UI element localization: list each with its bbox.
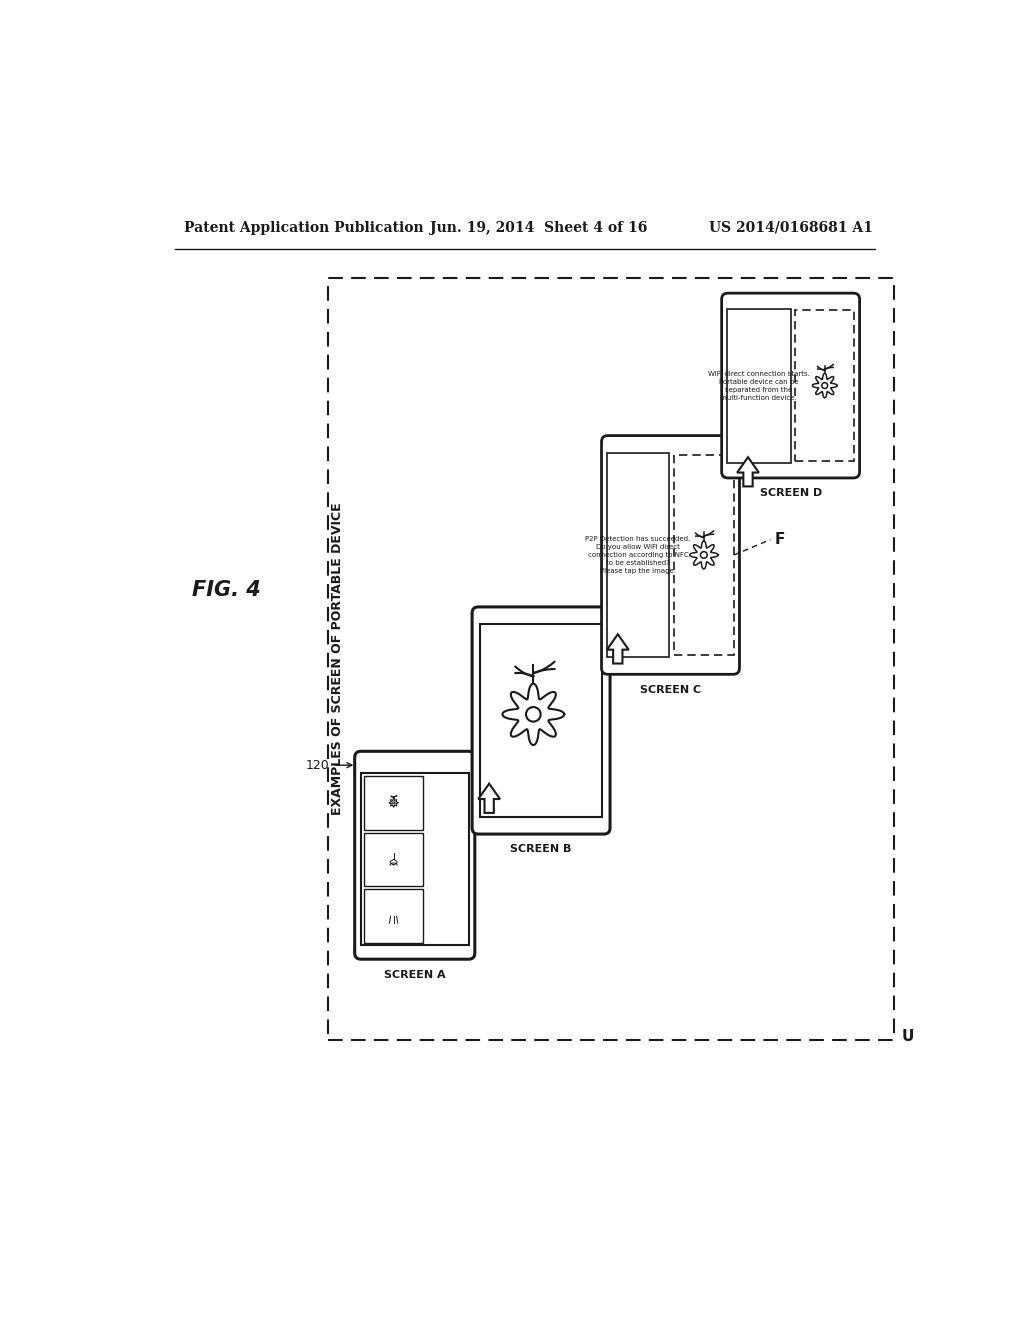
Text: U: U [901,1028,913,1044]
Text: 120: 120 [306,759,352,772]
Bar [607,453,669,657]
FancyBboxPatch shape [601,436,739,675]
Text: SCREEN D: SCREEN D [760,488,821,499]
Circle shape [700,552,708,558]
Bar [364,776,423,829]
Polygon shape [389,799,398,807]
FancyBboxPatch shape [722,293,859,478]
Bar [796,310,854,461]
Circle shape [822,383,827,388]
Text: SCREEN C: SCREEN C [640,685,701,694]
FancyBboxPatch shape [354,751,475,960]
Bar [328,277,894,1040]
Polygon shape [478,784,500,813]
Text: SCREEN B: SCREEN B [510,845,571,854]
Text: SCREEN A: SCREEN A [384,970,445,979]
Bar [360,774,469,945]
Bar [674,455,734,655]
Bar [364,833,423,886]
Bar [364,890,423,942]
Polygon shape [737,457,759,487]
FancyBboxPatch shape [472,607,610,834]
Text: WiFi direct connection starts.
Portable device can be
separated from the
multi-f: WiFi direct connection starts. Portable … [708,371,810,400]
Text: F: F [774,532,784,546]
Polygon shape [812,374,837,397]
Text: Jun. 19, 2014  Sheet 4 of 16: Jun. 19, 2014 Sheet 4 of 16 [430,220,647,235]
Text: Patent Application Publication: Patent Application Publication [183,220,424,235]
Text: US 2014/0168681 A1: US 2014/0168681 A1 [710,220,873,235]
Polygon shape [503,684,564,744]
Text: P2P Detection has succeeded.
Do you allow WiFi direct
connection according to NF: P2P Detection has succeeded. Do you allo… [586,536,690,574]
Text: EXAMPLES OF SCREEN OF PORTABLE DEVICE: EXAMPLES OF SCREEN OF PORTABLE DEVICE [331,503,344,816]
Polygon shape [690,541,718,569]
Polygon shape [607,635,629,664]
Circle shape [392,801,394,804]
Text: FIG. 4: FIG. 4 [193,579,261,599]
Bar [727,309,791,462]
Bar [480,624,602,817]
Circle shape [526,708,541,722]
